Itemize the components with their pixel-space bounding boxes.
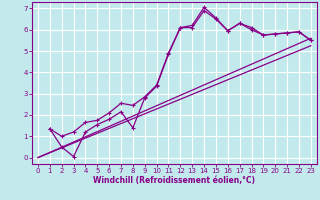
X-axis label: Windchill (Refroidissement éolien,°C): Windchill (Refroidissement éolien,°C) (93, 176, 255, 185)
